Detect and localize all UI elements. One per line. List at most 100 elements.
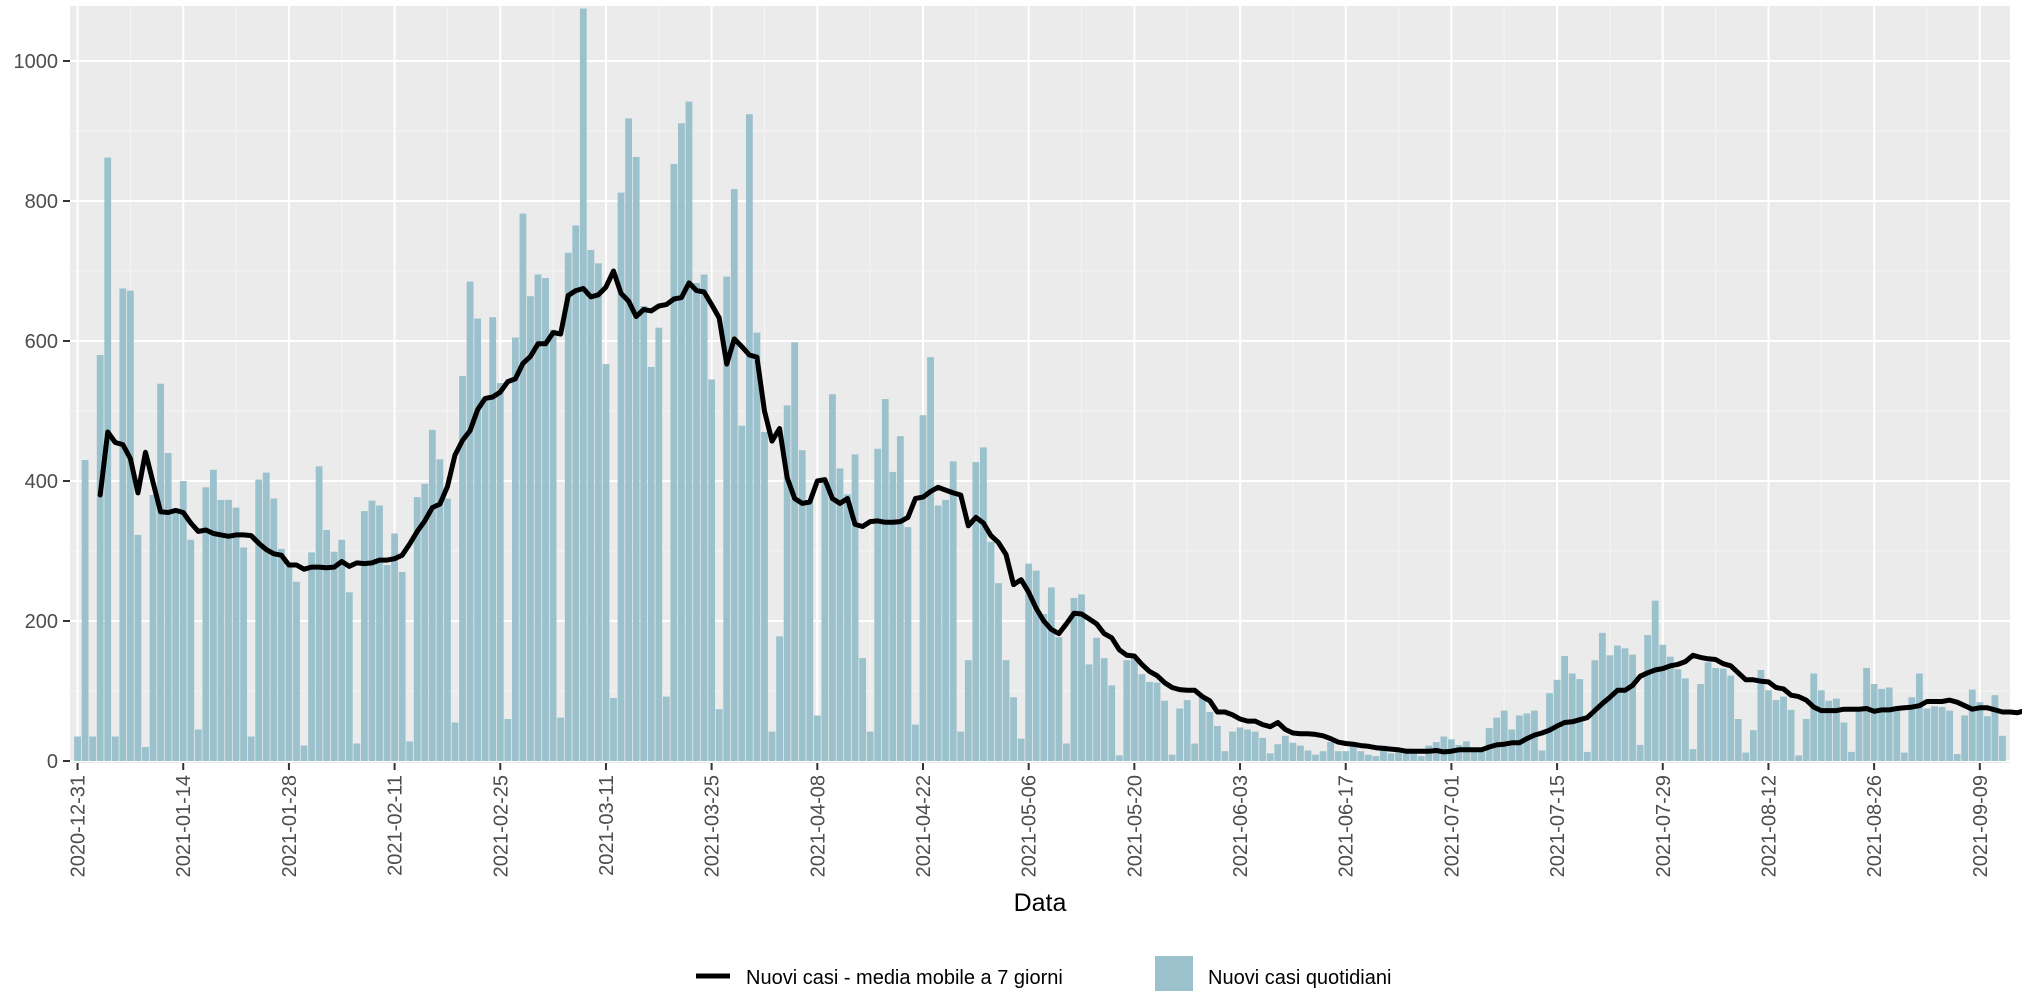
- bar: [866, 731, 874, 761]
- bar: [534, 274, 542, 761]
- x-tick-label: 2021-01-14: [173, 775, 195, 877]
- bar: [300, 745, 308, 761]
- bar: [1372, 756, 1380, 761]
- bar: [1146, 681, 1153, 761]
- bar: [1863, 667, 1870, 761]
- bar: [1772, 700, 1780, 761]
- bar: [1478, 751, 1485, 761]
- bar: [527, 296, 534, 761]
- bar: [1470, 747, 1478, 761]
- x-tick-label: 2021-07-29: [1653, 775, 1675, 877]
- bar: [1115, 755, 1123, 761]
- x-tick-label: 2021-08-12: [1758, 775, 1780, 877]
- bar: [1636, 744, 1644, 761]
- bar: [1410, 751, 1418, 761]
- bar: [1213, 726, 1221, 761]
- bar: [1946, 710, 1954, 761]
- bar: [678, 123, 685, 762]
- bar: [662, 696, 670, 761]
- bar: [791, 342, 799, 761]
- bar: [859, 658, 867, 761]
- bar: [1055, 637, 1063, 761]
- bar: [1244, 729, 1251, 761]
- bar: [383, 565, 391, 761]
- bar: [595, 263, 602, 761]
- bar: [1455, 744, 1463, 761]
- bar: [851, 454, 859, 761]
- x-axis: 2020-12-31 2021-01-14 2021-01-28 2021-02-11…: [68, 763, 1992, 877]
- bar: [1040, 614, 1048, 761]
- bar: [89, 736, 97, 761]
- bar: [1500, 710, 1508, 761]
- bar: [1553, 679, 1561, 761]
- bar: [806, 500, 814, 761]
- bar: [602, 364, 610, 761]
- bar: [738, 425, 746, 761]
- bar: [1251, 731, 1259, 761]
- bar: [451, 722, 459, 761]
- x-tick-label: 2021-07-01: [1441, 775, 1463, 877]
- bar: [1281, 735, 1289, 761]
- bar: [1161, 700, 1168, 761]
- bar: [1198, 697, 1206, 761]
- bar: [96, 355, 104, 761]
- bar: [685, 101, 693, 762]
- bar: [1259, 737, 1267, 761]
- bar: [776, 636, 783, 761]
- bar: [1968, 689, 1976, 761]
- bar: [1176, 708, 1184, 761]
- x-tick-label: 2021-05-20: [1124, 775, 1146, 877]
- bar: [1704, 662, 1712, 761]
- bar: [1810, 673, 1818, 761]
- bar: [881, 399, 889, 761]
- bar: [459, 376, 466, 761]
- bar: [1108, 685, 1116, 761]
- bar: [557, 717, 565, 761]
- bar: [1742, 752, 1750, 761]
- bar: [1938, 707, 1946, 761]
- bar: [81, 460, 89, 761]
- bar: [587, 250, 595, 761]
- bar: [1085, 664, 1093, 761]
- bar: [111, 736, 119, 761]
- bar: [821, 481, 829, 761]
- bar: [1832, 698, 1840, 761]
- bar: [1855, 709, 1863, 761]
- x-tick-label: 2021-02-11: [385, 775, 407, 876]
- bar: [277, 548, 285, 761]
- bar: [1825, 700, 1833, 761]
- bar: [172, 512, 180, 761]
- bar: [670, 163, 678, 761]
- bar: [564, 252, 572, 762]
- bar: [421, 483, 429, 761]
- bar: [1583, 751, 1591, 761]
- bar: [1319, 751, 1327, 761]
- bar: [391, 533, 398, 761]
- bar: [308, 552, 315, 761]
- legend-bar-swatch: [1155, 956, 1193, 991]
- bar: [1402, 748, 1410, 761]
- bar: [964, 660, 972, 761]
- x-tick-label: 2021-06-17: [1336, 775, 1358, 877]
- bar: [934, 505, 942, 761]
- bar: [119, 288, 127, 761]
- bar: [1266, 753, 1274, 761]
- bar: [1380, 745, 1387, 761]
- bar: [519, 213, 527, 762]
- bar: [104, 157, 112, 762]
- bar: [1183, 700, 1191, 761]
- x-tick-label: 2020-12-31: [68, 775, 90, 877]
- bar: [927, 357, 934, 761]
- bar: [1908, 697, 1916, 761]
- bar: [1659, 644, 1667, 761]
- bar: [240, 547, 248, 761]
- bar: [428, 429, 436, 761]
- bar: [1538, 750, 1546, 761]
- bar: [1953, 754, 1961, 761]
- bar: [693, 282, 700, 761]
- bar: [202, 487, 210, 761]
- bar: [1417, 756, 1425, 761]
- bar: [942, 499, 950, 761]
- bar: [625, 118, 632, 761]
